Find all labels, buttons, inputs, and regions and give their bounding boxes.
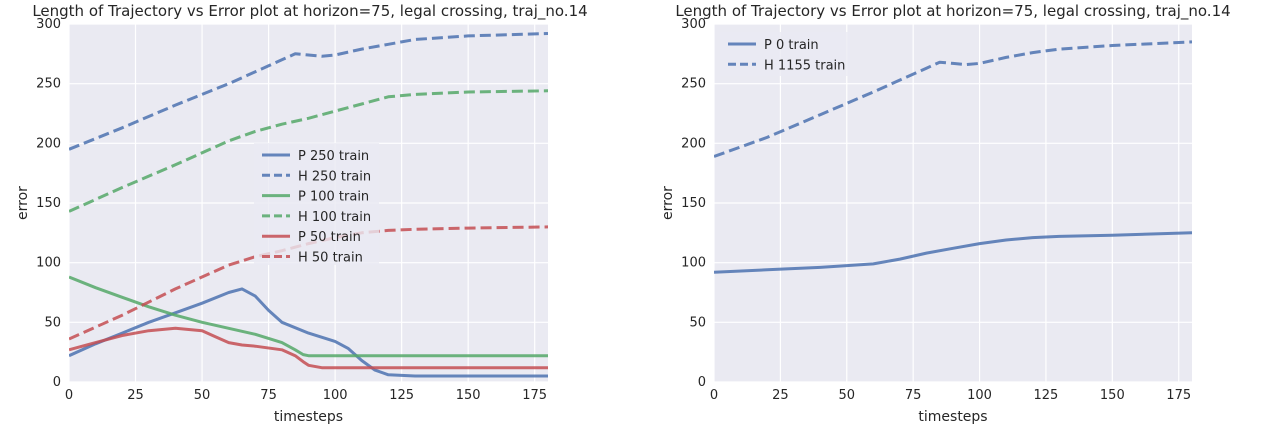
x-tick-label: 50 <box>839 388 856 403</box>
legend-label: H 1155 train <box>764 58 845 73</box>
y-axis-label: error <box>15 186 31 220</box>
x-tick-label: 150 <box>1100 388 1125 403</box>
x-tick-label: 0 <box>65 388 73 403</box>
y-tick-label: 100 <box>36 256 61 271</box>
x-tick-label: 175 <box>522 388 547 403</box>
x-tick-label: 25 <box>127 388 144 403</box>
legend-label: H 100 train <box>298 210 371 225</box>
legend: P 250 train H 250 train P 100 train H 100 t… <box>254 143 379 266</box>
x-tick-label: 0 <box>710 388 718 403</box>
x-tick-label: 175 <box>1166 388 1191 403</box>
y-tick-label: 150 <box>36 196 61 211</box>
x-tick-label: 150 <box>456 388 481 403</box>
legend-label: P 250 train <box>298 149 369 164</box>
x-axis-label: timesteps <box>918 409 987 425</box>
chart-panel-2: 0 25 50 75 100 125 150 175 0 50 100 150 200 250 300Len… <box>660 2 1231 425</box>
series-line-p-0-train <box>714 231 1192 274</box>
legend: P 0 train H 1155 train <box>720 32 850 76</box>
y-axis-label: error <box>660 186 676 220</box>
x-tick-label: 25 <box>772 388 789 403</box>
chart-panel-1: 0 25 50 75 100 125 150 175 0 50 100 150 200 250 300Len… <box>15 2 588 425</box>
x-tick-label: 75 <box>260 388 277 403</box>
x-tick-label: 125 <box>389 388 414 403</box>
y-tick-label: 50 <box>44 315 61 330</box>
y-tick-label: 200 <box>36 136 61 151</box>
y-tick-label: 0 <box>698 375 706 390</box>
x-tick-label: 125 <box>1034 388 1059 403</box>
y-tick-label: 50 <box>689 315 706 330</box>
series-line-p-50-train <box>69 326 548 370</box>
series-line-h-100-train <box>69 89 548 213</box>
legend-label: H 250 train <box>298 169 371 184</box>
series-line-h-250-train <box>69 32 548 151</box>
y-tick-label: 200 <box>681 136 706 151</box>
x-axis-label: timesteps <box>274 409 343 425</box>
x-tick-label: 100 <box>967 388 992 403</box>
legend-label: H 50 train <box>298 251 363 266</box>
x-tick-label: 50 <box>194 388 211 403</box>
y-tick-label: 300 <box>36 17 61 32</box>
y-tick-label: 0 <box>53 375 61 390</box>
y-tick-label: 300 <box>681 17 706 32</box>
legend-box <box>254 143 379 265</box>
chart-title: Length of Trajectory vs Error plot at ho… <box>675 2 1230 21</box>
legend-label: P 0 train <box>764 38 819 53</box>
legend-label: P 50 train <box>298 230 361 245</box>
legend-box <box>720 32 850 76</box>
y-tick-label: 100 <box>681 256 706 271</box>
series-line-p-250-train <box>69 287 548 378</box>
chart-title: Length of Trajectory vs Error plot at ho… <box>32 2 587 21</box>
y-tick-label: 250 <box>36 77 61 92</box>
y-tick-label: 250 <box>681 77 706 92</box>
y-tick-label: 150 <box>681 196 706 211</box>
x-tick-label: 100 <box>323 388 348 403</box>
legend-label: P 100 train <box>298 190 369 205</box>
series-line-h-1155-train <box>714 40 1192 158</box>
x-tick-label: 75 <box>905 388 922 403</box>
